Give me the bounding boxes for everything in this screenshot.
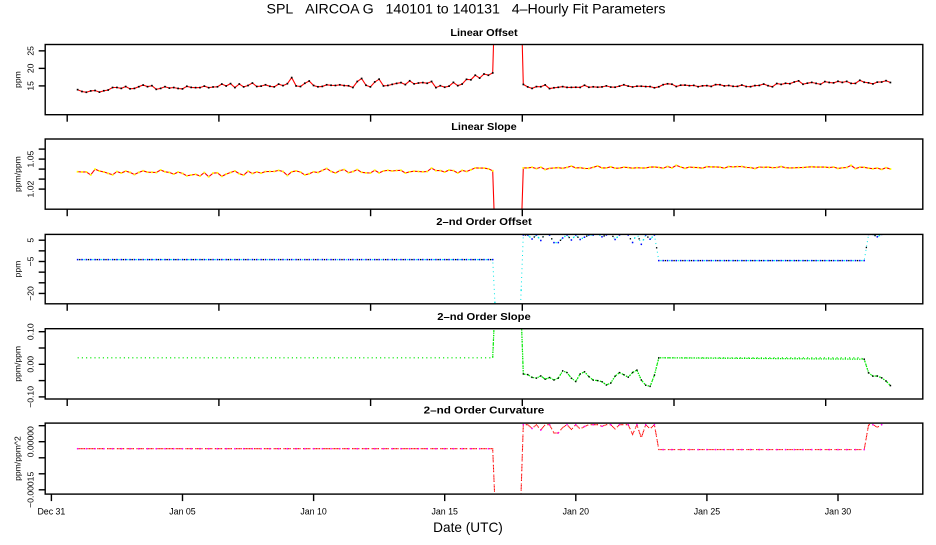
svg-text:2–nd Order Offset: 2–nd Order Offset (436, 217, 532, 228)
svg-text:SPL AIRCOA G 140101 to 140: SPL AIRCOA G 140101 to 140131 4–Hourly F… (267, 2, 666, 17)
svg-text:Jan 25: Jan 25 (694, 506, 721, 516)
svg-text:ppm: ppm (13, 71, 23, 88)
svg-text:Jan 05: Jan 05 (169, 506, 196, 516)
svg-text:Dec 31: Dec 31 (37, 506, 65, 516)
svg-text:ppm/ppm: ppm/ppm (13, 156, 23, 192)
svg-text:−0.00015: −0.00015 (26, 472, 36, 508)
svg-text:ppm/ppm^2: ppm/ppm^2 (13, 436, 23, 481)
svg-text:Jan 30: Jan 30 (825, 506, 852, 516)
svg-text:15: 15 (26, 81, 36, 91)
svg-text:2–nd Order Curvature: 2–nd Order Curvature (424, 406, 545, 417)
svg-text:Linear Offset: Linear Offset (450, 28, 518, 39)
svg-text:Jan 15: Jan 15 (431, 506, 458, 516)
svg-text:25: 25 (26, 46, 36, 56)
svg-text:1.02: 1.02 (26, 181, 36, 198)
svg-text:5: 5 (26, 238, 36, 243)
svg-text:0.00000: 0.00000 (26, 426, 36, 457)
svg-text:Jan 10: Jan 10 (300, 506, 327, 516)
svg-text:−5: −5 (26, 256, 36, 266)
svg-text:Date (UTC): Date (UTC) (433, 520, 503, 535)
svg-text:0.00: 0.00 (26, 356, 36, 373)
svg-text:1.05: 1.05 (26, 151, 36, 168)
svg-text:Jan 20: Jan 20 (563, 506, 590, 516)
svg-text:ppm/ppm: ppm/ppm (13, 346, 23, 382)
svg-text:ppm: ppm (13, 261, 23, 278)
svg-text:2–nd Order Slope: 2–nd Order Slope (437, 312, 531, 323)
svg-text:Linear Slope: Linear Slope (451, 122, 517, 133)
svg-text:20: 20 (26, 63, 36, 73)
svg-text:−20: −20 (26, 286, 36, 301)
svg-text:0.10: 0.10 (26, 323, 36, 340)
svg-text:−0.10: −0.10 (26, 386, 36, 408)
